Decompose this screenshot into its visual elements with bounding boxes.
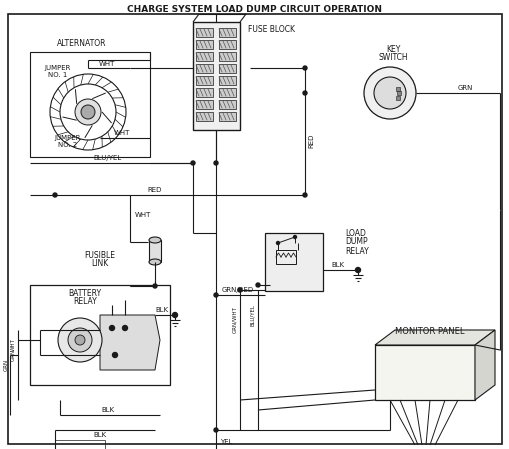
Bar — [218, 28, 236, 37]
Text: BLK: BLK — [331, 262, 344, 268]
Circle shape — [214, 293, 217, 297]
Text: YEL: YEL — [219, 439, 232, 445]
Circle shape — [53, 193, 57, 197]
Circle shape — [214, 161, 217, 165]
Text: BLU/YEL: BLU/YEL — [94, 155, 122, 161]
Text: GRN/RED: GRN/RED — [221, 287, 253, 293]
Bar — [218, 52, 236, 61]
Bar — [218, 88, 236, 97]
Text: LOAD: LOAD — [344, 229, 365, 238]
Text: BLU/YEL: BLU/YEL — [250, 304, 255, 326]
Circle shape — [191, 161, 194, 165]
Text: RELAY: RELAY — [344, 247, 368, 255]
Circle shape — [68, 328, 92, 352]
Text: ALTERNATOR: ALTERNATOR — [57, 40, 106, 48]
Bar — [195, 28, 213, 37]
Circle shape — [75, 335, 85, 345]
Text: NO. 1: NO. 1 — [48, 72, 68, 78]
Polygon shape — [374, 330, 494, 345]
Bar — [395, 87, 399, 91]
Text: RED: RED — [148, 187, 162, 193]
Text: FUSE BLOCK: FUSE BLOCK — [247, 25, 294, 34]
Text: WHT: WHT — [99, 61, 115, 67]
Bar — [275, 250, 295, 264]
Bar — [218, 76, 236, 85]
Text: WHT: WHT — [11, 339, 15, 352]
Bar — [149, 240, 161, 262]
Text: BATTERY: BATTERY — [68, 289, 101, 298]
Ellipse shape — [149, 237, 161, 243]
Ellipse shape — [149, 259, 161, 265]
Polygon shape — [100, 315, 160, 370]
Text: BLK: BLK — [155, 307, 168, 313]
Bar — [195, 64, 213, 73]
Circle shape — [75, 99, 101, 125]
Text: GRN/WHT: GRN/WHT — [232, 307, 237, 334]
Text: KEY: KEY — [385, 45, 400, 54]
Circle shape — [302, 193, 306, 197]
Circle shape — [373, 77, 405, 109]
Bar — [195, 112, 213, 121]
Bar — [395, 96, 399, 100]
Circle shape — [214, 428, 217, 432]
Text: WHT: WHT — [135, 212, 151, 218]
Circle shape — [302, 91, 306, 95]
Text: WHT: WHT — [114, 130, 130, 136]
Bar — [374, 345, 474, 400]
Bar — [195, 76, 213, 85]
Text: RELAY: RELAY — [73, 296, 97, 305]
Bar — [30, 285, 169, 385]
Text: RED: RED — [307, 134, 314, 148]
Text: DUMP: DUMP — [344, 238, 367, 247]
Circle shape — [81, 105, 95, 119]
Circle shape — [58, 318, 102, 362]
Circle shape — [112, 352, 117, 357]
Text: GRN: GRN — [457, 85, 472, 91]
Bar — [218, 40, 236, 49]
Text: GRN: GRN — [11, 349, 15, 361]
Circle shape — [293, 235, 296, 238]
Bar — [195, 40, 213, 49]
Circle shape — [109, 326, 115, 330]
Text: GRN: GRN — [4, 359, 9, 371]
Polygon shape — [474, 330, 494, 400]
Circle shape — [238, 288, 242, 292]
Text: LINK: LINK — [91, 259, 108, 268]
Circle shape — [302, 66, 306, 70]
Circle shape — [172, 313, 177, 317]
Bar — [218, 64, 236, 73]
Bar — [218, 100, 236, 109]
Bar — [265, 233, 322, 291]
Text: NO. 2: NO. 2 — [58, 142, 77, 148]
Circle shape — [256, 283, 260, 287]
Text: JUMPER: JUMPER — [45, 65, 71, 71]
Text: CHARGE SYSTEM LOAD DUMP CIRCUIT OPERATION: CHARGE SYSTEM LOAD DUMP CIRCUIT OPERATIO… — [127, 4, 382, 13]
Text: FUSIBLE: FUSIBLE — [84, 251, 115, 260]
Text: JUMPER: JUMPER — [54, 135, 81, 141]
Text: SWITCH: SWITCH — [378, 53, 407, 62]
Bar — [396, 91, 400, 95]
Bar — [55, 440, 105, 449]
Text: BLK: BLK — [93, 432, 106, 438]
Bar — [218, 112, 236, 121]
Bar — [30, 52, 150, 157]
Circle shape — [153, 284, 157, 288]
Circle shape — [355, 268, 360, 273]
Circle shape — [122, 326, 127, 330]
Text: MONITOR PANEL: MONITOR PANEL — [394, 327, 464, 336]
Bar — [192, 22, 240, 130]
Circle shape — [276, 242, 279, 245]
Text: BLK: BLK — [101, 407, 115, 413]
Bar — [195, 88, 213, 97]
Bar — [195, 52, 213, 61]
Circle shape — [363, 67, 415, 119]
Bar — [195, 100, 213, 109]
